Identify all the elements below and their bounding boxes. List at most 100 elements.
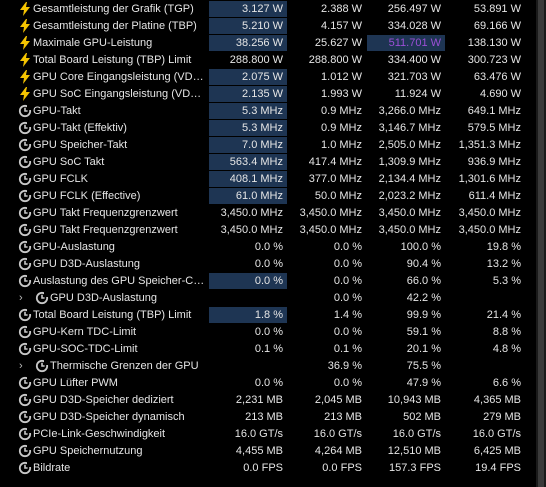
average-value: 69.166 W	[473, 20, 521, 32]
sensor-row[interactable]: Auslastung des GPU Speicher-Co... 0.0 % 0.…	[0, 273, 536, 290]
sensor-row[interactable]: PCIe-Link-Geschwindigkeit 16.0 GT/s 16.0 G…	[0, 426, 536, 443]
sensor-row[interactable]: GPU-SOC-TDC-Limit 0.1 % 0.1 % 20.1 % 4.8 %	[0, 341, 536, 358]
sensor-name: Auslastung des GPU Speicher-Co...	[33, 275, 208, 287]
sensor-name: GPU D3D-Auslastung	[33, 258, 140, 270]
current-value: 288.800 W	[229, 54, 283, 66]
sensor-label-cell: › GPU D3D-Auslastung	[0, 290, 210, 306]
maximum-value: 3,450.0 MHz	[378, 207, 441, 219]
sensor-row[interactable]: GPU-Kern TDC-Limit 0.0 % 0.0 % 59.1 % 8.8 %	[0, 324, 536, 341]
sensor-row[interactable]: GPU-Auslastung 0.0 % 0.0 % 100.0 % 19.8 %	[0, 239, 536, 256]
sensor-label-cell: GPU Speichernutzung	[0, 443, 210, 459]
maximum-value: 511.701 W	[367, 35, 445, 51]
average-value: 19.4 FPS	[475, 462, 521, 474]
maximum-value: 66.0 %	[406, 275, 441, 287]
clock-icon	[18, 393, 32, 407]
power-bolt-icon	[18, 2, 32, 16]
minimum-value: 1.4 %	[333, 309, 362, 321]
current-value: 563.4 MHz	[209, 154, 287, 170]
current-value: 38.256 W	[209, 35, 287, 51]
sensor-row[interactable]: Total Board Leistung (TBP) Limit 1.8 % 1.4…	[0, 307, 536, 324]
sensor-row[interactable]: GPU Speichernutzung 4,455 MB 4,264 MB 12,51…	[0, 443, 536, 460]
sensor-name: Maximale GPU-Leistung	[33, 37, 153, 49]
sensor-row[interactable]: Maximale GPU-Leistung 38.256 W 25.627 W 511…	[0, 35, 536, 52]
sensor-row[interactable]: Total Board Leistung (TBP) Limit 288.800 …	[0, 52, 536, 69]
sensor-label-cell: GPU Lüfter PWM	[0, 375, 210, 391]
scrollbar-thumb[interactable]	[538, 0, 544, 487]
sensor-row[interactable]: › GPU D3D-Auslastung 0.0 % 42.2 %	[0, 290, 536, 307]
sensor-row[interactable]: Gesamtleistung der Platine (TBP) 5.210 W 4…	[0, 18, 536, 35]
minimum-value: 3,450.0 MHz	[299, 224, 362, 236]
sensor-row[interactable]: GPU Speicher-Takt 7.0 MHz 1.0 MHz 2,505.0 M…	[0, 137, 536, 154]
minimum-value: 4.157 W	[321, 20, 362, 32]
sensor-name: GPU SoC Takt	[33, 156, 105, 168]
minimum-value: 0.0 %	[333, 275, 362, 287]
sensor-row[interactable]: GPU Takt Frequenzgrenzwert 3,450.0 MHz 3,4…	[0, 222, 536, 239]
sensor-name: GPU-Auslastung	[33, 241, 115, 253]
current-value: 3,450.0 MHz	[220, 224, 283, 236]
sensor-row[interactable]: GPU D3D-Auslastung 0.0 % 0.0 % 90.4 % 13.2 %	[0, 256, 536, 273]
sensor-row[interactable]: GPU FCLK 408.1 MHz 377.0 MHz 2,134.4 MHz 1,3…	[0, 171, 536, 188]
clock-icon	[18, 274, 32, 288]
current-value: 0.0 %	[254, 326, 283, 338]
clock-icon	[18, 155, 32, 169]
sensor-label-cell: GPU D3D-Speicher dediziert	[0, 392, 210, 408]
sensor-row[interactable]: GPU-Takt 5.3 MHz 0.9 MHz 3,266.0 MHz 649.1 M…	[0, 103, 536, 120]
average-value: 5.3 %	[492, 275, 521, 287]
sensor-row[interactable]: Gesamtleistung der Grafik (TGP) 3.127 W 2.…	[0, 1, 536, 18]
current-value: 0.0 FPS	[243, 462, 283, 474]
sensor-row[interactable]: GPU D3D-Speicher dediziert 2,231 MB 2,045 …	[0, 392, 536, 409]
sensor-row[interactable]: GPU-Takt (Effektiv) 5.3 MHz 0.9 MHz 3,146.7…	[0, 120, 536, 137]
sensor-row[interactable]: GPU SoC Eingangsleistung (VDDC... 2.135 W…	[0, 86, 536, 103]
maximum-value: 502 MB	[403, 411, 441, 423]
current-value: 2.075 W	[209, 69, 287, 85]
sensor-name: GPU D3D-Speicher dediziert	[33, 394, 174, 406]
minimum-value: 2.388 W	[321, 3, 362, 15]
sensor-name: PCIe-Link-Geschwindigkeit	[33, 428, 166, 440]
maximum-value: 2,505.0 MHz	[378, 139, 441, 151]
sensor-row[interactable]: GPU Core Eingangsleistung (VDDC... 2.075 …	[0, 69, 536, 86]
sensor-row[interactable]: › Thermische Grenzen der GPU 36.9 % 75.5 %	[0, 358, 536, 375]
sensor-row[interactable]: GPU D3D-Speicher dynamisch 213 MB 213 MB 50…	[0, 409, 536, 426]
expand-chevron-icon[interactable]: ›	[19, 292, 23, 304]
sensor-name: GPU Lüfter PWM	[33, 377, 118, 389]
clock-icon	[18, 172, 32, 186]
sensor-row[interactable]: GPU FCLK (Effective) 61.0 MHz 50.0 MHz 2,02…	[0, 188, 536, 205]
sensor-name: GPU-Takt	[33, 105, 81, 117]
sensor-name: GPU Takt Frequenzgrenzwert	[33, 207, 178, 219]
clock-icon	[18, 427, 32, 441]
sensor-row[interactable]: GPU Lüfter PWM 0.0 % 0.0 % 47.9 % 6.6 %	[0, 375, 536, 392]
minimum-value: 213 MB	[324, 411, 362, 423]
vertical-scrollbar[interactable]	[536, 0, 546, 487]
average-value: 3,450.0 MHz	[458, 207, 521, 219]
current-value: 0.0 %	[209, 273, 287, 289]
sensor-label-cell: GPU Takt Frequenzgrenzwert	[0, 222, 210, 238]
expand-chevron-icon[interactable]: ›	[19, 360, 23, 372]
sensor-label-cell: GPU D3D-Speicher dynamisch	[0, 409, 210, 425]
current-value: 5.3 MHz	[209, 103, 287, 119]
average-value	[446, 358, 525, 374]
clock-icon	[18, 223, 32, 237]
current-value: 3.127 W	[209, 1, 287, 17]
current-value: 16.0 GT/s	[234, 428, 283, 440]
power-bolt-icon	[18, 53, 32, 67]
maximum-value: 99.9 %	[406, 309, 441, 321]
sensor-name: Thermische Grenzen der GPU	[50, 360, 199, 372]
maximum-value: 42.2 %	[406, 292, 441, 304]
current-value	[209, 358, 287, 374]
maximum-value: 75.5 %	[406, 360, 441, 372]
minimum-value: 0.0 FPS	[322, 462, 362, 474]
sensor-name: GPU Speichernutzung	[33, 445, 143, 457]
average-value: 279 MB	[483, 411, 521, 423]
current-value: 0.0 %	[254, 258, 283, 270]
minimum-value: 377.0 MHz	[308, 173, 362, 185]
sensor-label-cell: GPU-Takt	[0, 103, 210, 119]
clock-icon	[18, 206, 32, 220]
current-value	[209, 290, 287, 306]
minimum-value: 0.9 MHz	[321, 105, 362, 117]
sensor-label-cell: GPU Takt Frequenzgrenzwert	[0, 205, 210, 221]
sensor-row[interactable]: GPU Takt Frequenzgrenzwert 3,450.0 MHz 3,4…	[0, 205, 536, 222]
sensor-row[interactable]: GPU SoC Takt 563.4 MHz 417.4 MHz 1,309.9 MH…	[0, 154, 536, 171]
current-value: 4,455 MB	[235, 445, 283, 457]
maximum-value: 90.4 %	[406, 258, 441, 270]
sensor-row[interactable]: Bildrate 0.0 FPS 0.0 FPS 157.3 FPS 19.4 FPS	[0, 460, 536, 477]
